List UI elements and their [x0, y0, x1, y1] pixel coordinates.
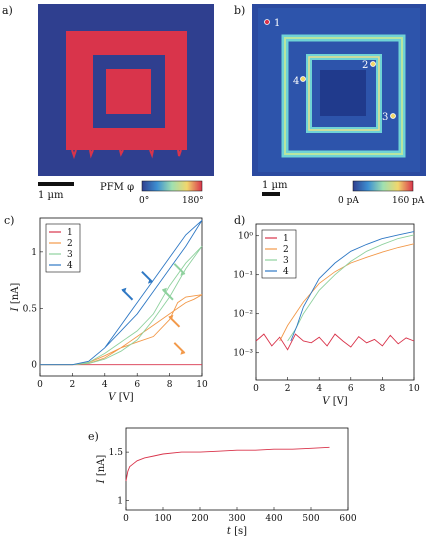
legend-entry: 2: [67, 239, 73, 249]
marker-3-label: 3: [382, 112, 388, 123]
legend-entry: 1: [283, 234, 289, 244]
chart-e: 0 100 200 300 400 500 600 1 1.5 t [s] I [nA]: [96, 427, 357, 537]
direction-arrow-icon: [173, 263, 186, 276]
y-tick-label: 10⁻²: [233, 310, 253, 320]
panel-label-c: c): [4, 214, 14, 227]
legend-entry: 3: [67, 250, 73, 260]
x-tick-label: 0: [37, 380, 43, 390]
marker-3-icon: [390, 113, 396, 119]
series-line-3: [287, 234, 415, 342]
x-tick-label: 300: [228, 514, 245, 524]
series-line-0: [125, 446, 330, 482]
y-tick-label: 1: [117, 496, 123, 506]
marker-4-label: 4: [293, 76, 299, 87]
legend-entry: 3: [283, 256, 289, 266]
legend-entry: 2: [283, 245, 289, 255]
x-tick-label: 600: [339, 514, 356, 524]
panel-label-e: e): [88, 430, 99, 443]
plot-frame-c: [39, 217, 203, 377]
scalebar-b: [262, 192, 280, 196]
direction-arrow-icon: [161, 287, 174, 301]
x-axis-label: V [V]: [108, 392, 134, 403]
x-tick-label: 500: [302, 514, 319, 524]
marker-1-icon: [264, 19, 270, 25]
colorbar-a: [141, 180, 203, 192]
pfm-inner-square: [106, 69, 151, 114]
x-tick-label: 8: [380, 384, 386, 394]
marker-2-label: 2: [362, 60, 368, 71]
x-tick-label: 4: [102, 380, 108, 390]
scalebar-a: [38, 182, 74, 186]
direction-arrow-icon: [141, 270, 154, 284]
direction-arrow-icon: [168, 314, 181, 328]
y-tick-label: 0.5: [23, 304, 38, 314]
cafm-markers: 1 2 3 4: [264, 18, 396, 123]
series-line-4: [40, 219, 203, 366]
series-line-2: [279, 243, 415, 342]
marker-2-icon: [370, 61, 376, 67]
panel-label-d: d): [234, 214, 245, 227]
x-tick-label: 200: [191, 514, 208, 524]
x-tick-label: 8: [167, 380, 173, 390]
x-tick-label: 6: [348, 384, 354, 394]
y-tick-label: 0: [31, 361, 37, 371]
y-axis-label: I [nA]: [10, 283, 21, 313]
series-line-1: [255, 333, 415, 351]
y-tick-label: 1: [31, 248, 37, 258]
y-tick-label: 10⁻³: [233, 349, 253, 359]
series-line-3: [40, 245, 203, 366]
scalebar-a-label: 1 µm: [38, 190, 64, 201]
y-axis-unit: [nA]: [10, 283, 21, 305]
pfm-edge-texture: [71, 149, 182, 160]
y-axis-label: I [nA]: [96, 455, 107, 485]
cafm-outer-ring-edge: [284, 37, 403, 155]
colorbar-b-min: 0 pA: [338, 196, 359, 206]
x-tick-label: 2: [285, 384, 291, 394]
direction-arrow-icon: [121, 287, 134, 301]
colorbar-b-max: 160 pA: [392, 196, 425, 206]
x-tick-label: 0: [253, 384, 259, 394]
x-tick-label: 4: [316, 384, 322, 394]
x-tick-label: 0: [123, 514, 129, 524]
y-tick-label: 1.5: [109, 448, 124, 458]
plot-frame-e: [125, 427, 349, 511]
colorbar-b: [352, 180, 414, 192]
panel-label-a: a): [2, 4, 13, 17]
cafm-image: [252, 4, 426, 176]
x-axis-unit: [s]: [234, 526, 247, 537]
y-tick-label: 10⁻¹: [233, 271, 253, 281]
x-tick-label: 2: [70, 380, 76, 390]
marker-1-label: 1: [274, 18, 280, 29]
colorbar-a-max: 180°: [182, 196, 204, 206]
scalebar-b-label: 1 µm: [262, 180, 288, 191]
x-axis-label: t [s]: [227, 526, 247, 537]
x-tick-label: 400: [265, 514, 282, 524]
x-tick-label: 10: [196, 380, 208, 390]
colorbar-a-min: 0°: [139, 196, 149, 206]
legend-entry: 1: [67, 228, 73, 238]
direction-arrow-icon: [173, 342, 186, 355]
marker-4-icon: [300, 76, 306, 82]
cafm-center: [320, 70, 366, 116]
x-axis-unit: [V]: [333, 396, 348, 407]
panel-label-b: b): [234, 4, 245, 17]
x-axis-label: V [V]: [322, 396, 348, 407]
legend-entry: 4: [67, 261, 73, 271]
x-axis-unit: [V]: [119, 392, 134, 403]
series-line-2: [40, 294, 203, 366]
x-tick-label: 6: [134, 380, 140, 390]
colorbar-a-title: PFM φ: [100, 182, 134, 193]
y-axis-unit: [nA]: [96, 455, 107, 477]
legend-entry: 4: [283, 267, 289, 277]
x-tick-label: 100: [154, 514, 171, 524]
pfm-image: [38, 4, 214, 176]
plot-frame-d: [255, 223, 415, 381]
cafm-inner-ring-edge: [308, 56, 380, 131]
series-line-4: [290, 231, 415, 342]
x-tick-label: 10: [408, 384, 420, 394]
y-tick-label: 10⁰: [238, 232, 253, 242]
